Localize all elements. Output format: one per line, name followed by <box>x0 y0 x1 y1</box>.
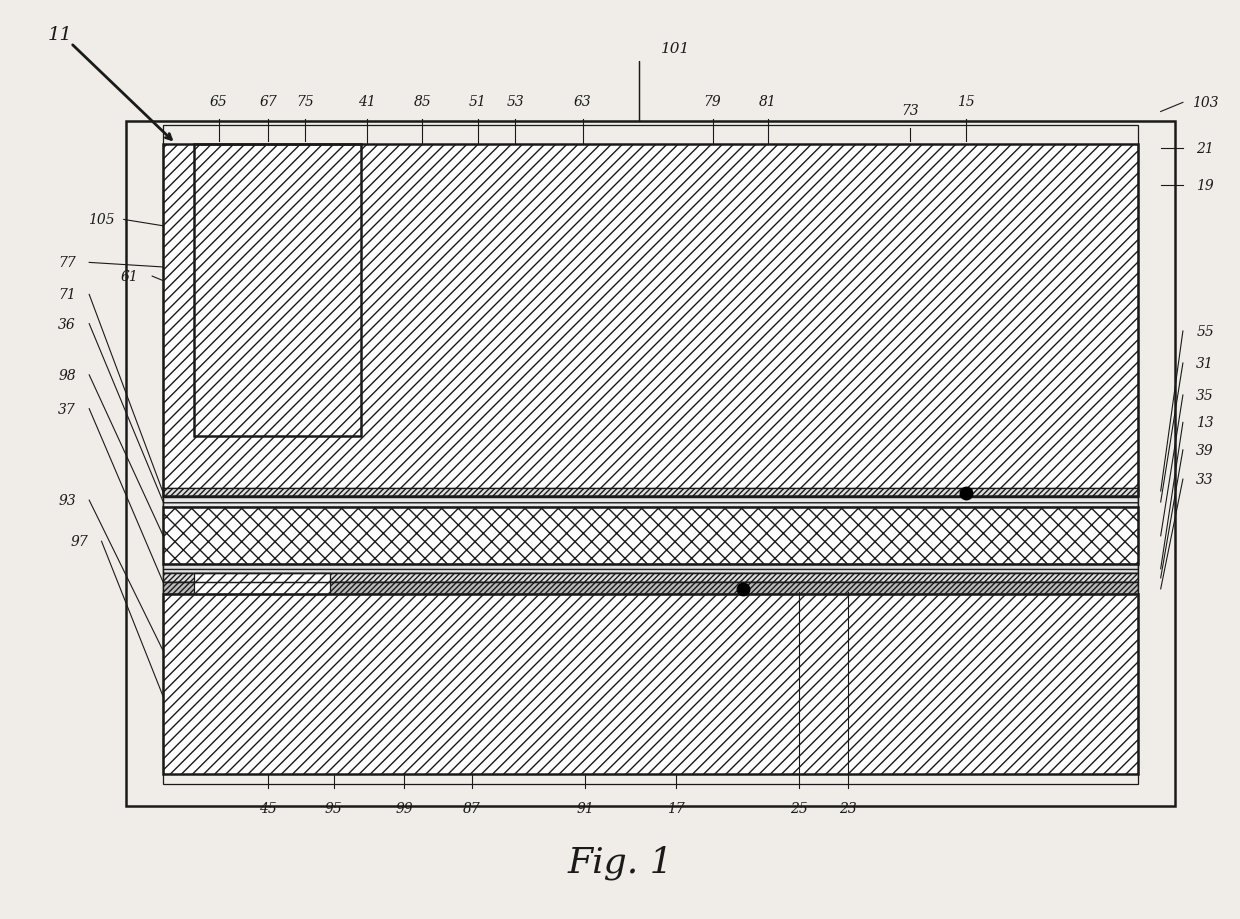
Text: 85: 85 <box>414 95 432 108</box>
Text: 55: 55 <box>1197 324 1214 338</box>
Bar <box>164 507 1138 564</box>
Text: 77: 77 <box>58 256 76 270</box>
Bar <box>195 573 330 595</box>
Text: 25: 25 <box>790 801 808 815</box>
Bar <box>164 564 1138 573</box>
Text: 51: 51 <box>469 95 487 108</box>
Bar <box>164 583 1138 595</box>
Text: 23: 23 <box>839 801 857 815</box>
Text: 15: 15 <box>957 95 975 108</box>
Bar <box>164 564 1138 573</box>
Text: 35: 35 <box>1197 389 1214 403</box>
Text: 79: 79 <box>704 95 722 108</box>
Bar <box>164 489 1138 498</box>
Bar <box>164 144 1138 496</box>
Text: 98: 98 <box>58 369 76 382</box>
Text: 63: 63 <box>574 95 591 108</box>
Text: 31: 31 <box>1197 357 1214 370</box>
Text: 21: 21 <box>1197 142 1214 156</box>
Text: 67: 67 <box>259 95 277 108</box>
Text: 73: 73 <box>901 104 919 118</box>
Text: 41: 41 <box>358 95 376 108</box>
Bar <box>164 498 1138 507</box>
Bar <box>126 121 1176 807</box>
Bar <box>164 489 1138 498</box>
Text: 91: 91 <box>577 801 594 815</box>
Text: 53: 53 <box>506 95 525 108</box>
Text: 97: 97 <box>71 535 88 549</box>
Bar <box>164 573 1138 583</box>
Text: 71: 71 <box>58 288 76 302</box>
Text: 33: 33 <box>1197 472 1214 486</box>
Text: 81: 81 <box>759 95 777 108</box>
Text: 93: 93 <box>58 494 76 507</box>
Text: 103: 103 <box>1192 96 1219 110</box>
Text: 37: 37 <box>58 403 76 416</box>
Bar <box>164 126 1138 784</box>
Text: 105: 105 <box>88 213 115 227</box>
Text: 101: 101 <box>661 41 691 55</box>
Text: Fig. 1: Fig. 1 <box>567 845 673 879</box>
Bar <box>195 144 361 437</box>
Text: 61: 61 <box>122 270 139 284</box>
Bar <box>164 507 1138 564</box>
Text: 87: 87 <box>463 801 481 815</box>
Text: 99: 99 <box>396 801 413 815</box>
Bar <box>164 498 1138 507</box>
Text: 75: 75 <box>296 95 314 108</box>
Text: 39: 39 <box>1197 443 1214 458</box>
Text: 19: 19 <box>1197 178 1214 192</box>
Bar <box>164 573 1138 583</box>
Text: 13: 13 <box>1197 416 1214 430</box>
Text: 17: 17 <box>667 801 684 815</box>
Text: 11: 11 <box>47 26 72 44</box>
Bar <box>195 144 361 437</box>
Text: 45: 45 <box>259 801 277 815</box>
Bar <box>164 583 1138 595</box>
Text: 65: 65 <box>210 95 228 108</box>
Text: 95: 95 <box>325 801 342 815</box>
Bar <box>195 573 330 595</box>
Text: 36: 36 <box>58 317 76 332</box>
Bar <box>164 595 1138 775</box>
Bar <box>164 144 1138 496</box>
Bar <box>164 595 1138 775</box>
